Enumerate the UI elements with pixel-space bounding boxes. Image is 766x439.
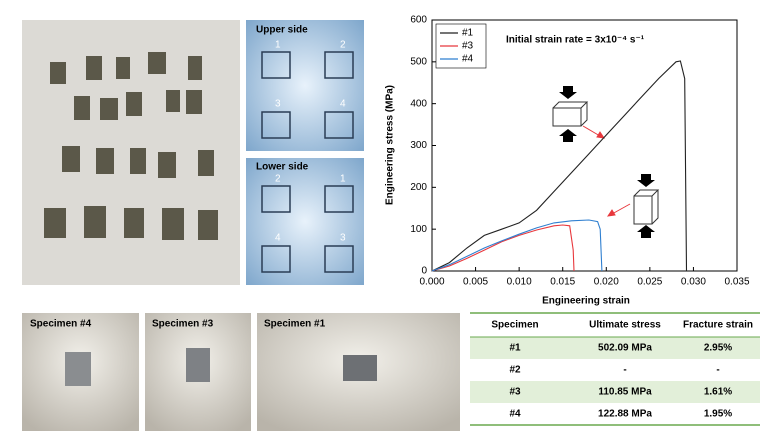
photo-label: 1	[340, 174, 346, 185]
photo-label: Upper side	[256, 25, 308, 36]
table-cell: 2.95%	[704, 343, 732, 354]
x-tick-label: 0.000	[419, 277, 444, 288]
fragment	[343, 355, 377, 381]
table-cell: 110.85 MPa	[598, 387, 652, 398]
x-tick-label: 0.035	[724, 277, 749, 288]
fragment	[65, 352, 91, 386]
table-cell: #4	[509, 409, 521, 420]
table-cell: -	[716, 365, 719, 376]
y-tick-label: 200	[410, 182, 427, 193]
legend-label: #1	[462, 28, 474, 39]
photo-lower	[246, 158, 364, 285]
legend-label: #3	[462, 41, 474, 52]
pointer	[582, 125, 631, 217]
series-line	[431, 60, 688, 272]
table-cell: 1.61%	[704, 387, 732, 398]
row-bg	[470, 337, 760, 359]
photo-label: Lower side	[256, 162, 309, 173]
table-cell: 122.88 MPa	[598, 409, 652, 420]
y-tick-label: 400	[410, 98, 427, 109]
photo-label: Specimen #4	[30, 319, 92, 330]
y-tick-label: 600	[410, 15, 427, 26]
fragment	[186, 348, 210, 382]
table-header: Specimen	[491, 320, 538, 331]
table-cell: -	[623, 365, 626, 376]
photo-label: 2	[340, 40, 346, 51]
x-tick-label: 0.020	[594, 277, 619, 288]
x-tick-label: 0.005	[463, 277, 488, 288]
icon	[552, 101, 660, 225]
x-tick-label: 0.010	[507, 277, 532, 288]
table-cell: #2	[509, 365, 521, 376]
photo-label: 2	[275, 174, 281, 185]
x-tick-label: 0.025	[637, 277, 662, 288]
table-cell: #3	[509, 387, 521, 398]
table-cell: 502.09 MPa	[598, 343, 652, 354]
photo-label: 4	[340, 99, 346, 110]
squares	[261, 51, 354, 273]
x-tick-label: 0.030	[681, 277, 706, 288]
y-axis-label: Engineering stress (MPa)	[385, 85, 396, 205]
table-cell: #1	[509, 343, 521, 354]
series-line	[431, 219, 603, 272]
photo-label: Specimen #3	[152, 319, 214, 330]
photo-upper	[246, 20, 364, 151]
y-tick-label: 300	[410, 140, 427, 151]
table-cell: 1.95%	[704, 409, 732, 420]
y-tick-label: 500	[410, 56, 427, 67]
row-bg	[470, 381, 760, 403]
photo-label: 1	[275, 40, 281, 51]
x-axis-label: Engineering strain	[542, 296, 630, 307]
photo-label: Specimen #1	[264, 319, 326, 330]
y-tick-label: 100	[410, 224, 427, 235]
y-tick-label: 0	[421, 266, 427, 277]
series-line	[431, 224, 575, 272]
table-header: Ultimate stress	[589, 320, 661, 331]
table-header: Fracture strain	[683, 320, 753, 331]
photo-label: 4	[275, 233, 281, 244]
icon-arrows	[559, 86, 655, 238]
specimens-photo	[44, 52, 218, 240]
legend-label: #4	[462, 54, 474, 65]
annotation: Initial strain rate = 3x10⁻⁴ s⁻¹	[506, 35, 645, 46]
photo-label: 3	[275, 99, 281, 110]
photo-label: 3	[340, 233, 346, 244]
x-tick-label: 0.015	[550, 277, 575, 288]
